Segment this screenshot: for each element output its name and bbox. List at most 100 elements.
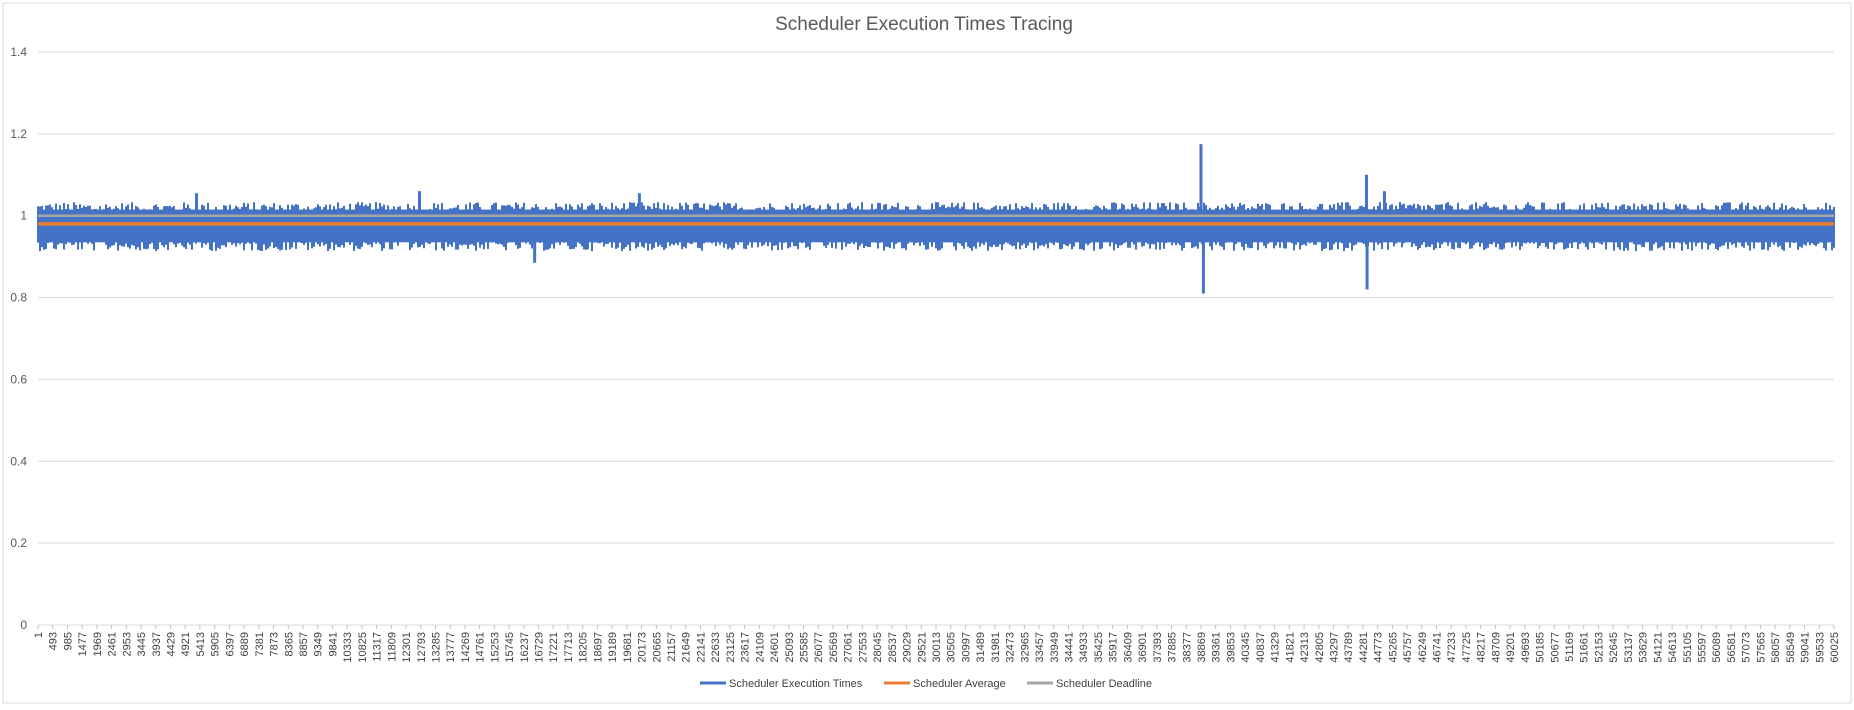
- x-tick-label: 44281: [1358, 632, 1370, 663]
- x-tick-label: 33457: [1034, 632, 1046, 663]
- x-tick-label: 44773: [1373, 632, 1385, 663]
- x-tick-label: 28537: [887, 632, 899, 663]
- x-tick-label: 45757: [1402, 632, 1414, 663]
- x-tick-label: 18697: [592, 632, 604, 663]
- x-tick-label: 60025: [1829, 632, 1841, 663]
- legend-entry[interactable]: Scheduler Deadline: [1027, 678, 1152, 690]
- x-tick-label: 11809: [386, 632, 398, 662]
- legend-entry[interactable]: Scheduler Average: [884, 678, 1006, 690]
- x-axis-tick-labels: 1 493 985 1477 1969 2461 2953 3445 3937 4429 4921 5…: [33, 625, 1841, 663]
- x-tick-label: 51169: [1564, 632, 1576, 662]
- x-tick-label: 13777: [445, 632, 457, 663]
- y-tick-label: 0.4: [10, 454, 27, 468]
- x-tick-label: 28045: [872, 632, 884, 663]
- x-tick-label: 16237: [519, 632, 531, 663]
- x-tick-label: 39361: [1211, 632, 1223, 663]
- x-tick-label: 58549: [1785, 632, 1797, 663]
- x-tick-label: 49693: [1520, 632, 1532, 663]
- x-tick-label: 14269: [460, 632, 472, 663]
- x-tick-label: 5905: [210, 632, 222, 656]
- x-tick-label: 50185: [1535, 632, 1547, 663]
- x-tick-label: 6889: [239, 632, 251, 656]
- x-tick-label: 48217: [1476, 632, 1488, 663]
- x-tick-label: 51661: [1579, 632, 1591, 663]
- x-tick-label: 52153: [1593, 632, 1605, 663]
- x-tick-label: 12301: [401, 632, 413, 663]
- y-tick-label: 1: [20, 209, 27, 223]
- x-tick-label: 45265: [1387, 632, 1399, 663]
- x-tick-label: 39853: [1225, 632, 1237, 663]
- x-tick-label: 1969: [92, 632, 104, 656]
- x-tick-label: 4921: [180, 632, 192, 656]
- x-tick-label: 54121: [1652, 632, 1664, 663]
- x-tick-label: 30013: [931, 632, 943, 663]
- x-tick-label: 46249: [1417, 632, 1429, 663]
- x-tick-label: 55105: [1682, 632, 1694, 663]
- x-tick-label: 6397: [224, 632, 236, 656]
- x-tick-label: 8365: [283, 632, 295, 656]
- x-tick-label: 27553: [857, 632, 869, 663]
- x-tick-label: 53629: [1638, 632, 1650, 663]
- x-tick-label: 29521: [916, 632, 928, 663]
- y-tick-label: 0.2: [10, 536, 27, 550]
- legend[interactable]: Scheduler Execution Times Scheduler Avera…: [700, 678, 1152, 690]
- legend-label: Scheduler Deadline: [1056, 678, 1152, 690]
- x-tick-label: 17713: [563, 632, 575, 663]
- x-tick-label: 25585: [799, 632, 811, 663]
- x-tick-label: 23125: [725, 632, 737, 663]
- x-tick-label: 38377: [1181, 632, 1193, 663]
- y-tick-label: 0: [20, 618, 27, 632]
- x-tick-label: 37393: [1152, 632, 1164, 663]
- x-tick-label: 21157: [666, 632, 678, 662]
- x-tick-label: 47233: [1446, 632, 1458, 663]
- x-tick-label: 22633: [710, 632, 722, 663]
- legend-entry[interactable]: Scheduler Execution Times: [700, 678, 863, 690]
- x-tick-label: 43297: [1328, 632, 1340, 663]
- x-tick-label: 32965: [1019, 632, 1031, 663]
- x-tick-label: 16729: [534, 632, 546, 663]
- x-tick-label: 37885: [1167, 632, 1179, 663]
- x-tick-label: 32473: [1005, 632, 1017, 663]
- x-tick-label: 23617: [740, 632, 752, 663]
- y-axis-tick-labels: 0 0.2 0.4 0.6 0.8 1 1.2 1.4: [10, 45, 27, 632]
- x-tick-label: 20173: [637, 632, 649, 663]
- x-tick-label: 41821: [1284, 632, 1296, 663]
- x-tick-label: 58057: [1770, 632, 1782, 663]
- y-tick-label: 1.2: [10, 127, 27, 141]
- x-tick-label: 2953: [121, 632, 133, 656]
- x-tick-label: 56581: [1726, 632, 1738, 663]
- x-tick-label: 9841: [327, 632, 339, 656]
- x-tick-label: 53137: [1623, 632, 1635, 663]
- x-tick-label: 17221: [548, 632, 560, 663]
- x-tick-label: 31489: [975, 632, 987, 663]
- x-tick-label: 50677: [1549, 632, 1561, 663]
- x-tick-label: 13285: [430, 632, 442, 663]
- legend-label: Scheduler Execution Times: [729, 678, 863, 690]
- x-tick-label: 20665: [651, 632, 663, 663]
- x-tick-label: 56089: [1711, 632, 1723, 663]
- x-tick-label: 42805: [1314, 632, 1326, 663]
- legend-label: Scheduler Average: [913, 678, 1006, 690]
- x-tick-label: 42313: [1299, 632, 1311, 663]
- x-tick-label: 8857: [298, 632, 310, 656]
- x-tick-label: 49201: [1505, 632, 1517, 663]
- chart-title: Scheduler Execution Times Tracing: [775, 14, 1073, 35]
- x-tick-label: 5413: [195, 632, 207, 656]
- x-tick-label: 3937: [151, 632, 163, 656]
- x-tick-label: 24109: [754, 632, 766, 663]
- x-tick-label: 7381: [254, 632, 266, 656]
- x-tick-label: 46741: [1432, 632, 1444, 663]
- x-tick-label: 18205: [578, 632, 590, 663]
- x-tick-label: 1477: [77, 632, 89, 656]
- x-tick-label: 29029: [902, 632, 914, 663]
- x-tick-label: 14761: [475, 632, 487, 663]
- x-tick-label: 24601: [769, 632, 781, 663]
- x-tick-label: 35425: [1093, 632, 1105, 663]
- x-tick-label: 7873: [269, 632, 281, 656]
- x-tick-label: 12793: [416, 632, 428, 663]
- x-tick-label: 15253: [489, 632, 501, 663]
- y-tick-label: 0.6: [10, 372, 27, 386]
- x-tick-label: 47725: [1461, 632, 1473, 663]
- x-tick-label: 41329: [1270, 632, 1282, 663]
